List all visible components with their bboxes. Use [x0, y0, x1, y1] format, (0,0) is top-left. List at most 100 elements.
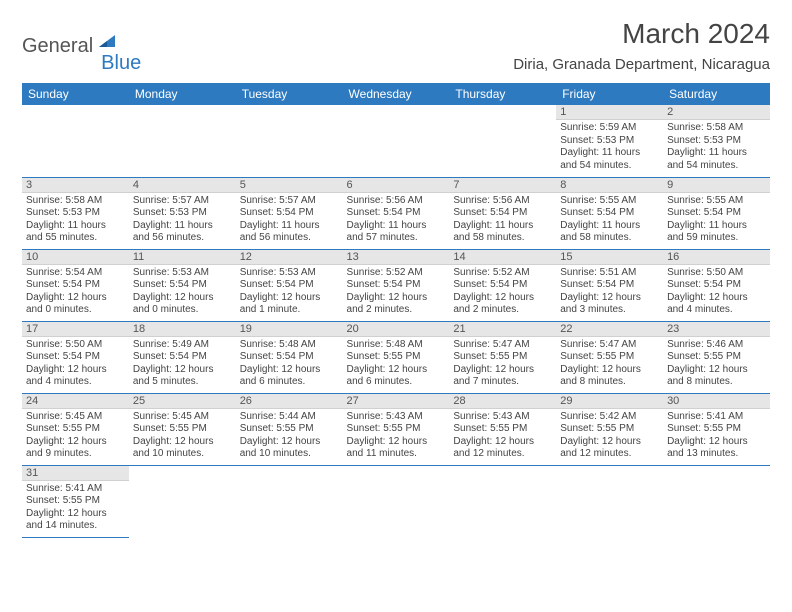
calendar-cell: 1Sunrise: 5:59 AMSunset: 5:53 PMDaylight…: [556, 105, 663, 177]
title-block: March 2024 Diria, Granada Department, Ni…: [513, 18, 770, 73]
day-number: 16: [663, 250, 770, 265]
calendar-cell: 30Sunrise: 5:41 AMSunset: 5:55 PMDayligh…: [663, 393, 770, 465]
calendar-cell: 13Sunrise: 5:52 AMSunset: 5:54 PMDayligh…: [343, 249, 450, 321]
day-detail: Sunrise: 5:53 AMSunset: 5:54 PMDaylight:…: [129, 265, 236, 321]
day-detail: Sunrise: 5:50 AMSunset: 5:54 PMDaylight:…: [663, 265, 770, 321]
logo-text-general: General: [22, 35, 93, 58]
day-detail: Sunrise: 5:52 AMSunset: 5:54 PMDaylight:…: [449, 265, 556, 321]
day-header: Friday: [556, 83, 663, 105]
calendar-cell: 6Sunrise: 5:56 AMSunset: 5:54 PMDaylight…: [343, 177, 450, 249]
day-header: Monday: [129, 83, 236, 105]
day-header: Thursday: [449, 83, 556, 105]
day-header: Wednesday: [343, 83, 450, 105]
day-detail: Sunrise: 5:56 AMSunset: 5:54 PMDaylight:…: [449, 193, 556, 249]
day-detail: Sunrise: 5:42 AMSunset: 5:55 PMDaylight:…: [556, 409, 663, 465]
calendar-cell: 17Sunrise: 5:50 AMSunset: 5:54 PMDayligh…: [22, 321, 129, 393]
day-number: 12: [236, 250, 343, 265]
calendar-cell: 7Sunrise: 5:56 AMSunset: 5:54 PMDaylight…: [449, 177, 556, 249]
day-number: 10: [22, 250, 129, 265]
day-detail: Sunrise: 5:45 AMSunset: 5:55 PMDaylight:…: [129, 409, 236, 465]
calendar-cell: 19Sunrise: 5:48 AMSunset: 5:54 PMDayligh…: [236, 321, 343, 393]
day-number: 1: [556, 105, 663, 120]
day-detail: Sunrise: 5:45 AMSunset: 5:55 PMDaylight:…: [22, 409, 129, 465]
calendar-cell: 22Sunrise: 5:47 AMSunset: 5:55 PMDayligh…: [556, 321, 663, 393]
day-number: 18: [129, 322, 236, 337]
calendar-cell: [343, 465, 450, 537]
day-detail: Sunrise: 5:48 AMSunset: 5:54 PMDaylight:…: [236, 337, 343, 393]
logo: General Blue: [22, 18, 141, 67]
day-detail: Sunrise: 5:47 AMSunset: 5:55 PMDaylight:…: [449, 337, 556, 393]
calendar-cell: [129, 465, 236, 537]
day-number: 8: [556, 178, 663, 193]
day-number: 19: [236, 322, 343, 337]
calendar-cell: 26Sunrise: 5:44 AMSunset: 5:55 PMDayligh…: [236, 393, 343, 465]
calendar-cell: 27Sunrise: 5:43 AMSunset: 5:55 PMDayligh…: [343, 393, 450, 465]
day-detail: Sunrise: 5:56 AMSunset: 5:54 PMDaylight:…: [343, 193, 450, 249]
day-detail: Sunrise: 5:55 AMSunset: 5:54 PMDaylight:…: [663, 193, 770, 249]
day-detail: Sunrise: 5:55 AMSunset: 5:54 PMDaylight:…: [556, 193, 663, 249]
day-detail: Sunrise: 5:59 AMSunset: 5:53 PMDaylight:…: [556, 120, 663, 176]
day-number: 26: [236, 394, 343, 409]
header: General Blue March 2024 Diria, Granada D…: [22, 18, 770, 73]
calendar-cell: [663, 465, 770, 537]
calendar-row: 31Sunrise: 5:41 AMSunset: 5:55 PMDayligh…: [22, 465, 770, 537]
calendar-cell: 24Sunrise: 5:45 AMSunset: 5:55 PMDayligh…: [22, 393, 129, 465]
calendar-cell: 2Sunrise: 5:58 AMSunset: 5:53 PMDaylight…: [663, 105, 770, 177]
day-detail: Sunrise: 5:50 AMSunset: 5:54 PMDaylight:…: [22, 337, 129, 393]
day-number: 22: [556, 322, 663, 337]
calendar-cell: 15Sunrise: 5:51 AMSunset: 5:54 PMDayligh…: [556, 249, 663, 321]
day-detail: Sunrise: 5:57 AMSunset: 5:54 PMDaylight:…: [236, 193, 343, 249]
calendar-cell: [556, 465, 663, 537]
day-number: 6: [343, 178, 450, 193]
calendar-cell: [449, 105, 556, 177]
calendar-cell: [343, 105, 450, 177]
calendar-cell: 31Sunrise: 5:41 AMSunset: 5:55 PMDayligh…: [22, 465, 129, 537]
day-detail: Sunrise: 5:54 AMSunset: 5:54 PMDaylight:…: [22, 265, 129, 321]
calendar-cell: 21Sunrise: 5:47 AMSunset: 5:55 PMDayligh…: [449, 321, 556, 393]
day-number: 30: [663, 394, 770, 409]
day-number: 14: [449, 250, 556, 265]
day-number: 9: [663, 178, 770, 193]
calendar-cell: 25Sunrise: 5:45 AMSunset: 5:55 PMDayligh…: [129, 393, 236, 465]
calendar-cell: 28Sunrise: 5:43 AMSunset: 5:55 PMDayligh…: [449, 393, 556, 465]
calendar-cell: 23Sunrise: 5:46 AMSunset: 5:55 PMDayligh…: [663, 321, 770, 393]
day-header: Tuesday: [236, 83, 343, 105]
day-number: 28: [449, 394, 556, 409]
calendar-body: 1Sunrise: 5:59 AMSunset: 5:53 PMDaylight…: [22, 105, 770, 537]
calendar-cell: 16Sunrise: 5:50 AMSunset: 5:54 PMDayligh…: [663, 249, 770, 321]
calendar-row: 1Sunrise: 5:59 AMSunset: 5:53 PMDaylight…: [22, 105, 770, 177]
day-detail: Sunrise: 5:44 AMSunset: 5:55 PMDaylight:…: [236, 409, 343, 465]
calendar-cell: 11Sunrise: 5:53 AMSunset: 5:54 PMDayligh…: [129, 249, 236, 321]
day-number: 2: [663, 105, 770, 120]
day-number: 21: [449, 322, 556, 337]
calendar-cell: [449, 465, 556, 537]
calendar-cell: 8Sunrise: 5:55 AMSunset: 5:54 PMDaylight…: [556, 177, 663, 249]
day-header: Sunday: [22, 83, 129, 105]
day-number: 27: [343, 394, 450, 409]
day-detail: Sunrise: 5:48 AMSunset: 5:55 PMDaylight:…: [343, 337, 450, 393]
calendar-cell: 20Sunrise: 5:48 AMSunset: 5:55 PMDayligh…: [343, 321, 450, 393]
day-number: 23: [663, 322, 770, 337]
calendar-row: 10Sunrise: 5:54 AMSunset: 5:54 PMDayligh…: [22, 249, 770, 321]
day-number: 11: [129, 250, 236, 265]
day-detail: Sunrise: 5:58 AMSunset: 5:53 PMDaylight:…: [663, 120, 770, 176]
calendar-cell: [236, 105, 343, 177]
day-number: 25: [129, 394, 236, 409]
day-number: 13: [343, 250, 450, 265]
day-detail: Sunrise: 5:57 AMSunset: 5:53 PMDaylight:…: [129, 193, 236, 249]
day-header-row: SundayMondayTuesdayWednesdayThursdayFrid…: [22, 83, 770, 105]
day-detail: Sunrise: 5:58 AMSunset: 5:53 PMDaylight:…: [22, 193, 129, 249]
calendar-cell: 14Sunrise: 5:52 AMSunset: 5:54 PMDayligh…: [449, 249, 556, 321]
day-number: 15: [556, 250, 663, 265]
day-number: 7: [449, 178, 556, 193]
calendar-cell: [129, 105, 236, 177]
logo-text-blue: Blue: [101, 52, 141, 75]
calendar-row: 17Sunrise: 5:50 AMSunset: 5:54 PMDayligh…: [22, 321, 770, 393]
calendar-cell: [22, 105, 129, 177]
day-detail: Sunrise: 5:47 AMSunset: 5:55 PMDaylight:…: [556, 337, 663, 393]
day-number: 5: [236, 178, 343, 193]
day-number: 17: [22, 322, 129, 337]
calendar-cell: 9Sunrise: 5:55 AMSunset: 5:54 PMDaylight…: [663, 177, 770, 249]
calendar-cell: 10Sunrise: 5:54 AMSunset: 5:54 PMDayligh…: [22, 249, 129, 321]
day-number: 3: [22, 178, 129, 193]
